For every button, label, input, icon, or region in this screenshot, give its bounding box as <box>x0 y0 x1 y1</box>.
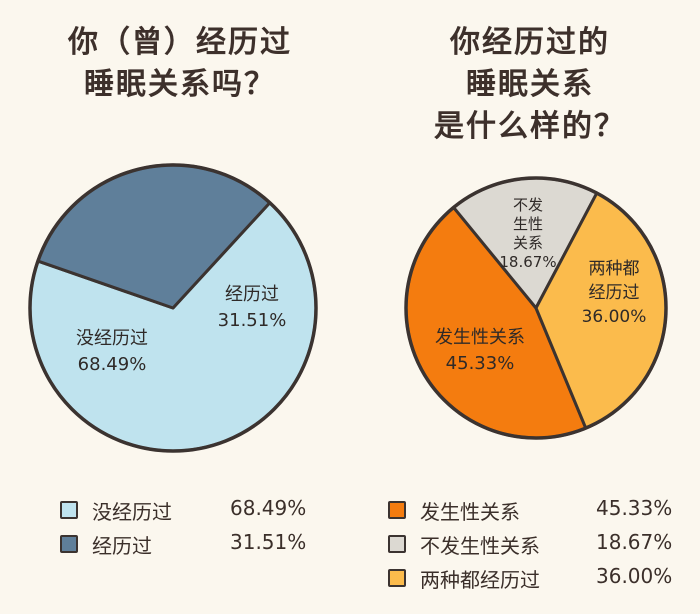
legend-item-sex: 发生性关系 45.33% <box>388 496 688 530</box>
chart-title-left-line-1: 你（曾）经历过 <box>68 25 292 60</box>
pie-right-outline <box>404 176 668 440</box>
pie-right-slice-label: 发生性关系 45.33% <box>435 327 525 374</box>
pie-right-slice-label: 不发生性关系 18.67% <box>499 196 556 271</box>
legend-value: 45.33% <box>596 496 673 520</box>
legend-value: 68.49% <box>230 496 307 520</box>
legend-right: 发生性关系 45.33% 不发生性关系 18.67% 两种都经历过 36.00% <box>388 496 688 598</box>
legend-value: 31.51% <box>230 530 307 554</box>
legend-left: 没经历过 68.49% 经历过 31.51% <box>60 496 320 564</box>
chart-title-right-line-3: 是什么样的？ <box>434 109 626 144</box>
legend-swatch <box>388 569 406 587</box>
chart-title-right: 你经历过的 睡眠关系 是什么样的？ <box>380 22 680 148</box>
pie-right-slice-label: 两种都经历过 36.00% <box>582 259 647 327</box>
pie-chart-right: 发生性关系 45.33% 不发生性关系 18.67% 两种都经历过 36.00% <box>404 176 668 440</box>
legend-item-experienced: 经历过 31.51% <box>60 530 320 564</box>
legend-value: 18.67% <box>596 530 673 554</box>
legend-label: 发生性关系 <box>420 500 520 524</box>
legend-label: 经历过 <box>92 534 152 558</box>
legend-swatch <box>388 535 406 553</box>
legend-swatch <box>60 501 78 519</box>
chart-title-left: 你（曾）经历过 睡眠关系吗？ <box>30 22 330 106</box>
legend-label: 没经历过 <box>92 500 172 524</box>
legend-swatch <box>388 501 406 519</box>
legend-item-both: 两种都经历过 36.00% <box>388 564 688 598</box>
legend-label: 不发生性关系 <box>420 534 540 558</box>
pie-left-slice-label: 没经历过 68.49% <box>76 328 148 375</box>
legend-item-no-sex: 不发生性关系 18.67% <box>388 530 688 564</box>
chart-title-left-line-2: 睡眠关系吗？ <box>84 67 276 102</box>
chart-title-right-line-1: 你经历过的 <box>450 25 610 60</box>
pie-left-outline <box>28 163 318 453</box>
legend-value: 36.00% <box>596 564 673 588</box>
pie-left-slice-label: 经历过 31.51% <box>218 284 287 331</box>
legend-item-not-experienced: 没经历过 68.49% <box>60 496 320 530</box>
pie-chart-left: 没经历过 68.49% 经历过 31.51% <box>28 163 318 453</box>
legend-label: 两种都经历过 <box>420 568 540 592</box>
legend-swatch <box>60 535 78 553</box>
chart-title-right-line-2: 睡眠关系 <box>466 67 594 102</box>
